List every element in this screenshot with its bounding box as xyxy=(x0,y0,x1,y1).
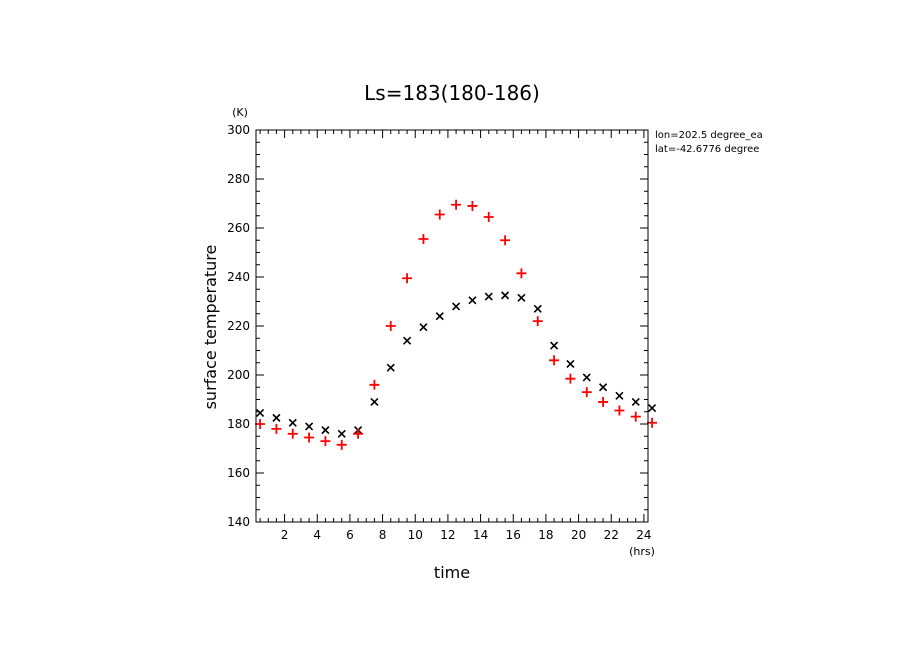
plus-marker-point xyxy=(647,417,658,428)
plus-marker-point xyxy=(369,379,380,390)
x-marker-point xyxy=(272,413,281,422)
y-tick-label: 160 xyxy=(227,466,250,480)
latitude-annotation: lat=-42.6776 degree xyxy=(655,144,759,155)
x-tick-label: 2 xyxy=(281,528,289,542)
plus-marker-point xyxy=(353,428,364,439)
plus-marker-point xyxy=(402,273,413,284)
chart-title: Ls=183(180-186) xyxy=(364,81,540,105)
y-tick-label: 240 xyxy=(227,270,250,284)
x-tick-label: 10 xyxy=(408,528,423,542)
plus-marker-point xyxy=(418,234,429,245)
x-marker-point xyxy=(648,404,657,413)
x-marker-point xyxy=(435,312,444,321)
plus-marker-point xyxy=(516,268,527,279)
x-tick-label: 8 xyxy=(379,528,387,542)
plus-marker-point xyxy=(255,419,266,429)
plus-marker-point xyxy=(565,373,576,384)
x-marker-point xyxy=(452,302,461,311)
data-series xyxy=(255,199,658,450)
x-marker-point xyxy=(550,341,559,350)
x-marker-point xyxy=(533,304,542,313)
x-marker-point xyxy=(419,323,428,332)
y-tick-label: 260 xyxy=(227,221,250,235)
x-marker-point xyxy=(305,422,314,431)
plus-marker-point xyxy=(532,316,543,327)
x-tick-label: 6 xyxy=(346,528,354,542)
plus-marker-point xyxy=(304,432,315,443)
x-marker-point xyxy=(582,373,591,382)
x-tick-label: 14 xyxy=(473,528,488,542)
x-marker-point xyxy=(288,418,297,427)
x-marker-series xyxy=(256,291,657,438)
plus-marker-point xyxy=(287,428,298,439)
plus-marker-series xyxy=(255,199,658,450)
plus-marker-point xyxy=(549,355,560,366)
plus-marker-point xyxy=(434,209,445,220)
plus-marker-point xyxy=(320,436,331,447)
plus-marker-point xyxy=(271,423,282,434)
x-marker-point xyxy=(468,296,477,305)
x-marker-point xyxy=(599,383,608,392)
x-marker-point xyxy=(256,408,265,418)
y-tick-label: 300 xyxy=(227,123,250,137)
y-tick-label: 220 xyxy=(227,319,250,333)
x-tick-label: 24 xyxy=(636,528,651,542)
y-tick-label: 180 xyxy=(227,417,250,431)
x-marker-point xyxy=(566,359,575,369)
plus-marker-point xyxy=(614,405,625,416)
x-marker-point xyxy=(321,426,330,435)
plus-marker-point xyxy=(581,387,592,398)
x-marker-point xyxy=(337,429,346,438)
y-tick-label: 200 xyxy=(227,368,250,382)
x-marker-point xyxy=(386,363,395,372)
x-tick-label: 16 xyxy=(506,528,521,542)
x-marker-point xyxy=(403,336,412,345)
x-marker-point xyxy=(484,292,493,301)
plus-marker-point xyxy=(336,439,347,450)
x-marker-point xyxy=(370,397,379,407)
x-tick-label: 18 xyxy=(538,528,553,542)
x-tick-label: 20 xyxy=(571,528,586,542)
tick-labels: 2 4 6 8 10 12 14 16 18 20 22 2414016018020022024026… xyxy=(227,123,651,542)
x-marker-point xyxy=(631,397,640,407)
y-tick-label: 140 xyxy=(227,515,250,529)
longitude-annotation: lon=202.5 degree_ea xyxy=(655,130,763,141)
x-marker-point xyxy=(501,291,510,300)
y-axis-label: surface temperature xyxy=(201,245,220,410)
plus-marker-point xyxy=(500,235,511,246)
x-axis-label: time xyxy=(434,563,470,582)
plot-frame xyxy=(255,129,649,523)
plus-marker-point xyxy=(451,199,462,210)
plus-marker-point xyxy=(385,321,396,331)
x-marker-point xyxy=(517,293,526,302)
x-marker-point xyxy=(615,391,624,400)
x-tick-label: 22 xyxy=(604,528,619,542)
x-tick-label: 12 xyxy=(440,528,455,542)
plus-marker-point xyxy=(630,411,641,422)
y-axis-unit: (K) xyxy=(232,106,248,119)
plus-marker-point xyxy=(483,211,494,222)
y-tick-label: 280 xyxy=(227,172,250,186)
x-axis-unit: (hrs) xyxy=(629,545,655,558)
x-tick-label: 4 xyxy=(313,528,321,542)
plus-marker-point xyxy=(598,396,609,407)
plus-marker-point xyxy=(467,200,478,211)
